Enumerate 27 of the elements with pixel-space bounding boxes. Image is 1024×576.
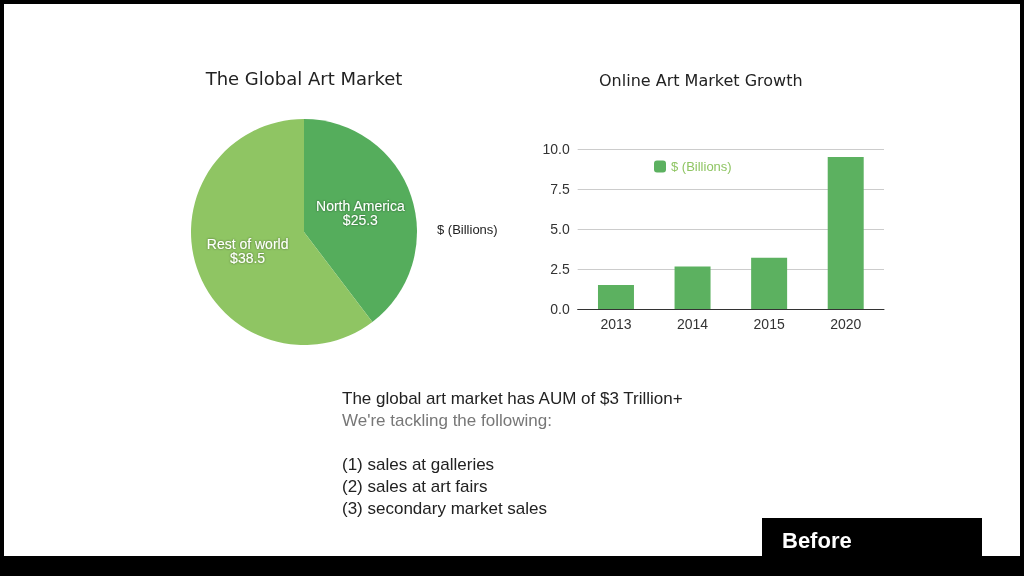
slice-label: North America bbox=[316, 198, 405, 214]
text: (3) secondary market sales bbox=[342, 498, 549, 520]
data-label: $38.5 bbox=[230, 250, 266, 266]
bar bbox=[751, 257, 788, 309]
text: The global art market has AUM of $3 Trillion+ bbox=[342, 388, 684, 410]
text: Before bbox=[762, 518, 982, 556]
x-tick-label: 2013 bbox=[600, 316, 632, 332]
bar bbox=[597, 285, 634, 309]
x-tick-label: 2020 bbox=[830, 316, 862, 332]
chart-title: Online Art Market Growth bbox=[599, 70, 803, 90]
x-tick-label: 2014 bbox=[676, 316, 709, 332]
text: (2) sales at art fairs bbox=[342, 476, 489, 498]
y-tick-label: 2.5 bbox=[550, 261, 570, 277]
bar bbox=[674, 266, 711, 309]
y-tick-label: 5.0 bbox=[550, 221, 570, 237]
y-tick-label: 7.5 bbox=[550, 181, 570, 197]
legend-label: $ (Billions) bbox=[671, 159, 732, 174]
y-axis-title: $ (Billions) bbox=[437, 221, 498, 237]
text: We're tackling the following: bbox=[342, 410, 553, 432]
bar bbox=[827, 157, 864, 309]
chart-title: The Global Art Market bbox=[204, 67, 403, 89]
y-tick-label: 10.0 bbox=[542, 141, 570, 157]
slice-label: Rest of world bbox=[206, 236, 289, 252]
y-tick-label: 0.0 bbox=[550, 301, 570, 317]
x-tick-label: 2015 bbox=[753, 316, 785, 332]
data-label: $25.3 bbox=[342, 212, 379, 228]
text: (1) sales at galleries bbox=[342, 454, 496, 476]
